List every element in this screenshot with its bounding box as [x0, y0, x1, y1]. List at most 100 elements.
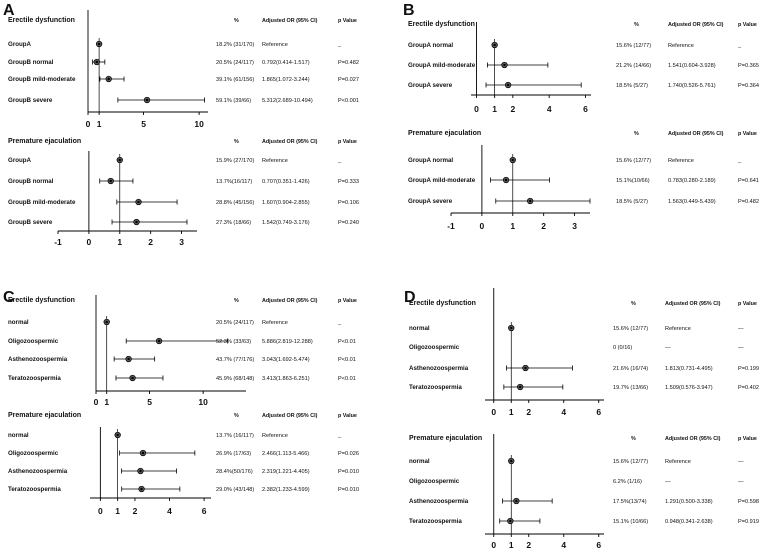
row-adjusted-or: 5.886(2.819-12.288)	[262, 339, 313, 345]
header-percent: %	[234, 413, 239, 419]
row-adjusted-or: 5.312(2.689-10.494)	[262, 98, 313, 104]
header-percent: %	[234, 139, 239, 145]
row-p-value: P=0.199	[738, 366, 759, 372]
x-tick-label: 0	[491, 540, 496, 550]
row-p-value: —	[738, 326, 744, 332]
odds-ratio-point-core	[139, 470, 142, 472]
row-p-value: P=0.402	[738, 385, 759, 391]
header-percent: %	[234, 18, 239, 24]
row-label: Teratozoospermia	[409, 518, 462, 525]
x-tick-label: 0	[480, 221, 485, 231]
x-tick-label: 1	[509, 540, 514, 550]
x-tick-label: 4	[561, 407, 566, 417]
row-percent: 27.3% (18/66)	[216, 220, 251, 226]
row-p-value: _	[737, 158, 742, 164]
row-adjusted-or: 0.783(0.280-2.189)	[668, 178, 716, 184]
row-p-value: —	[738, 345, 744, 351]
row-p-value: —	[738, 459, 744, 465]
x-tick-label: 1	[97, 119, 102, 129]
odds-ratio-point-core	[116, 434, 119, 436]
row-adjusted-or: Reference	[668, 43, 694, 49]
header-adjusted-or: Adjusted OR (95% CI)	[665, 436, 721, 442]
row-p-value: P=0.364	[738, 83, 759, 89]
x-tick-label: 6	[596, 540, 601, 550]
x-tick-label: 1	[492, 104, 497, 114]
chart-title: Erectile dysfunction	[8, 17, 75, 24]
odds-ratio-point-core	[140, 488, 143, 490]
row-p-value: P=0.027	[338, 77, 359, 83]
row-label: Asthenozoospermia	[409, 365, 469, 372]
x-tick-label: 10	[194, 119, 204, 129]
odds-ratio-point-core	[135, 221, 138, 223]
row-p-value: P=0.641	[738, 178, 759, 184]
row-percent: 6.2% (1/16)	[613, 479, 642, 485]
row-percent: 15.1% (10/66)	[613, 519, 648, 525]
row-adjusted-or: 2.466(1.113-5.466)	[262, 451, 309, 457]
header-p-value: p Value	[338, 139, 357, 145]
x-tick-label: 1	[115, 506, 120, 516]
header-adjusted-or: Adjusted OR (95% CI)	[668, 22, 724, 28]
row-percent: 18.2% (31/170)	[216, 42, 254, 48]
row-label: GroupB severe	[8, 97, 53, 104]
row-percent: 28.8% (45/156)	[216, 200, 254, 206]
odds-ratio-point-core	[503, 64, 506, 66]
row-percent: 29.0% (43/148)	[216, 487, 254, 493]
odds-ratio-point-core	[507, 84, 510, 86]
odds-ratio-point-core	[131, 377, 134, 379]
row-label: Teratozoospermia	[8, 375, 61, 382]
row-percent: 15.6% (12/77)	[613, 459, 648, 465]
row-p-value: _	[337, 42, 342, 48]
row-percent: 45.9% (68/148)	[216, 376, 254, 382]
header-adjusted-or: Adjusted OR (95% CI)	[665, 301, 721, 307]
x-tick-label: 2	[526, 407, 531, 417]
row-p-value: P=0.240	[338, 220, 359, 226]
odds-ratio-point-core	[146, 99, 149, 101]
row-adjusted-or: Reference	[262, 158, 288, 164]
panel-letter: B	[403, 2, 415, 19]
odds-ratio-point-core	[493, 44, 496, 46]
row-label: Teratozoospermia	[409, 384, 462, 391]
row-adjusted-or: 2.382(1.233-4.599)	[262, 487, 310, 493]
chart-title: Erectile dysfunction	[409, 300, 476, 307]
row-adjusted-or: Reference	[262, 433, 288, 439]
row-label: GroupA	[8, 41, 32, 48]
header-percent: %	[234, 298, 239, 304]
row-percent: 21.6% (16/74)	[613, 366, 648, 372]
row-percent: 52.3% (33/63)	[216, 339, 251, 345]
odds-ratio-point-core	[509, 520, 512, 522]
row-percent: 20.5% (24/117)	[216, 60, 254, 66]
odds-ratio-point-core	[511, 159, 514, 161]
x-tick-label: 2	[541, 221, 546, 231]
chart-title: Premature ejaculation	[408, 130, 481, 137]
row-percent: 13.7%(16/117)	[216, 179, 252, 185]
row-adjusted-or: 1.607(0.904-2.855)	[262, 200, 310, 206]
x-tick-label: 0	[474, 104, 479, 114]
x-tick-label: 4	[561, 540, 566, 550]
x-tick-label: -1	[447, 221, 455, 231]
x-tick-label: 0	[86, 119, 91, 129]
x-tick-label: 0	[94, 397, 99, 407]
row-adjusted-or: Reference	[665, 326, 691, 332]
panel-letter: C	[3, 289, 15, 306]
row-adjusted-or: 1.740(0.526-5.761)	[668, 83, 716, 89]
row-label: Asthenozoospermia	[8, 468, 68, 475]
x-tick-label: 2	[526, 540, 531, 550]
row-p-value: P=0.026	[338, 451, 359, 457]
row-p-value: P<0.01	[338, 376, 356, 382]
row-label: GroupA normal	[408, 42, 453, 49]
row-label: Asthenozoospermia	[8, 356, 68, 363]
x-tick-label: 3	[179, 237, 184, 247]
row-p-value: _	[337, 320, 342, 326]
x-tick-label: 6	[202, 506, 207, 516]
row-label: GroupA	[8, 157, 32, 164]
x-tick-label: -1	[54, 237, 62, 247]
row-label: Oligozoospermic	[8, 338, 59, 345]
row-label: GroupB normal	[8, 59, 54, 66]
odds-ratio-point-core	[141, 452, 144, 454]
x-tick-label: 2	[133, 506, 138, 516]
header-percent: %	[631, 436, 636, 442]
row-label: GroupA severe	[408, 82, 453, 89]
row-p-value: P=0.482	[738, 199, 759, 205]
row-p-value: _	[337, 158, 342, 164]
row-p-value: P=0.010	[338, 469, 359, 475]
